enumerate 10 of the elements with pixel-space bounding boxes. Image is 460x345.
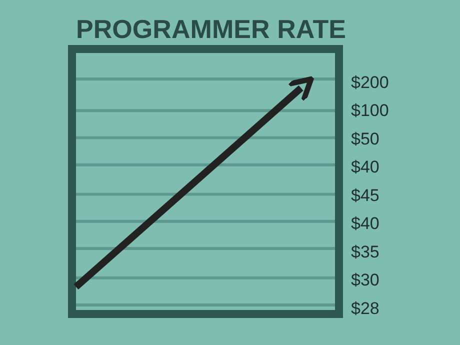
text: $28 bbox=[351, 298, 380, 318]
chart-title: PROGRAMMER RATE bbox=[76, 14, 346, 44]
text: $50 bbox=[351, 129, 380, 148]
text: $200 bbox=[351, 72, 389, 92]
text: $35 bbox=[351, 242, 380, 262]
text: $40 bbox=[351, 158, 380, 177]
text: $30 bbox=[351, 270, 380, 290]
text: $40 bbox=[351, 214, 380, 234]
text: $100 bbox=[351, 101, 389, 120]
text: $45 bbox=[351, 186, 380, 205]
